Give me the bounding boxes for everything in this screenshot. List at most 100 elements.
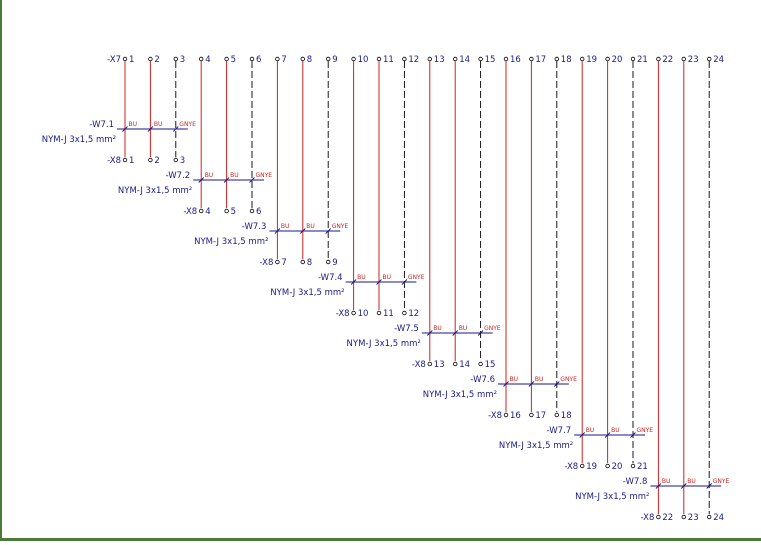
bottom-terminal-15 <box>478 361 483 367</box>
cable-core-tick <box>223 177 230 183</box>
bottom-strip-label: -X8 <box>336 309 350 319</box>
bottom-terminal-17 <box>529 412 534 418</box>
top-terminal-number: 16 <box>510 55 521 65</box>
top-terminal-number: 8 <box>307 55 312 65</box>
top-terminal-18 <box>554 56 559 62</box>
cable-W7-6: BU BU GNYE -W7.6 NYM-J 3x1,5 mm² -X8 16 17 18 <box>423 375 577 421</box>
bottom-terminal-5 <box>224 208 229 214</box>
core-label: BU <box>611 427 620 434</box>
cable-type: NYM-J 3x1,5 mm² <box>270 288 344 298</box>
top-terminal-23 <box>681 56 686 62</box>
bottom-terminal-number: 17 <box>535 411 546 421</box>
bottom-terminal-14 <box>453 361 458 367</box>
cable-name: -W7.8 <box>623 477 648 487</box>
bottom-terminal-number: 5 <box>231 207 236 217</box>
cable-core-tick <box>706 483 713 489</box>
top-terminal-number: 18 <box>561 55 572 65</box>
cable-core-tick <box>249 177 255 183</box>
cable-type: NYM-J 3x1,5 mm² <box>423 390 497 400</box>
bottom-terminal-20 <box>605 463 610 469</box>
cable-core-tick <box>452 330 459 336</box>
bottom-terminal-2 <box>148 157 153 163</box>
bottom-terminal-number: 8 <box>307 258 312 268</box>
top-terminal-1 <box>122 56 128 62</box>
core-label: GNYE <box>332 223 349 230</box>
cable-core-tick <box>299 228 306 234</box>
top-terminal-20 <box>605 56 610 62</box>
top-terminal-3 <box>173 56 178 62</box>
top-terminal-10 <box>351 56 356 62</box>
bottom-terminal-number: 21 <box>637 462 648 472</box>
bottom-terminal-number: 12 <box>408 309 419 319</box>
core-label: BU <box>281 223 290 230</box>
cable-name: -W7.6 <box>470 375 495 385</box>
frame-bottom-border <box>0 538 761 541</box>
bottom-terminal-18 <box>554 412 559 418</box>
cable-type: NYM-J 3x1,5 mm² <box>347 339 421 349</box>
bottom-terminal-number: 1 <box>129 156 134 166</box>
cable-name: -W7.7 <box>547 426 572 436</box>
bottom-strip-label: -X8 <box>260 258 274 268</box>
bottom-terminal-6 <box>249 208 255 214</box>
top-terminal-15 <box>478 56 483 62</box>
core-label: GNYE <box>560 376 577 383</box>
bottom-strip-label: -X8 <box>488 411 502 421</box>
bottom-terminal-19 <box>580 463 585 469</box>
top-terminal-12 <box>402 56 407 62</box>
top-terminal-number: 11 <box>383 55 394 65</box>
bottom-terminal-22 <box>656 514 661 520</box>
core-label: GNYE <box>713 478 730 485</box>
bottom-strip-label: -X8 <box>183 207 197 217</box>
bottom-terminal-number: 4 <box>205 207 210 217</box>
cable-core-tick <box>477 330 484 336</box>
top-terminal-number: 12 <box>408 55 419 65</box>
cable-core-tick <box>147 126 154 132</box>
top-terminal-number: 1 <box>129 55 134 65</box>
top-strip-label: -X7 <box>107 55 121 65</box>
bottom-terminal-number: 15 <box>485 360 496 370</box>
top-terminal-strip: -X7 1 2 3 4 5 6 7 8 9 10 11 12 13 14 15 16 17 18 19 20 21 22 23… <box>107 55 724 65</box>
core-label: BU <box>586 427 595 434</box>
top-terminal-14 <box>453 56 458 62</box>
top-terminal-number: 3 <box>180 55 185 65</box>
cable-name: -W7.2 <box>166 171 191 181</box>
cable-W7-8: BU BU GNYE -W7.8 NYM-J 3x1,5 mm² -X8 22 23 24 <box>575 477 729 523</box>
top-terminal-number: 9 <box>332 55 337 65</box>
cable-core-tick <box>401 279 408 285</box>
bottom-terminal-8 <box>300 259 305 265</box>
cable-W7-7: BU BU GNYE -W7.7 NYM-J 3x1,5 mm² -X8 19 20 21 <box>499 426 653 472</box>
cable-core-tick <box>655 483 662 489</box>
core-label: BU <box>154 121 163 128</box>
cable-core-tick <box>198 177 205 183</box>
bottom-terminal-number: 14 <box>459 360 470 370</box>
core-label: BU <box>433 325 442 332</box>
bottom-terminal-number: 7 <box>281 258 286 268</box>
top-terminal-number: 24 <box>713 55 724 65</box>
core-label: GNYE <box>179 121 196 128</box>
top-terminal-number: 6 <box>256 55 261 65</box>
core-label: GNYE <box>484 325 501 332</box>
top-terminal-24 <box>707 56 712 62</box>
bottom-terminal-3 <box>173 157 178 163</box>
cable-type: NYM-J 3x1,5 mm² <box>194 237 268 247</box>
top-terminal-number: 5 <box>231 55 236 65</box>
cable-W7-4: BU BU GNYE -W7.4 NYM-J 3x1,5 mm² -X8 10 11 12 <box>270 273 424 319</box>
core-label: BU <box>306 223 315 230</box>
top-terminal-9 <box>326 56 331 62</box>
bottom-terminal-1 <box>122 157 128 163</box>
cable-core-tick <box>172 126 179 132</box>
bottom-terminal-number: 2 <box>154 156 159 166</box>
top-terminal-number: 10 <box>358 55 369 65</box>
top-terminal-11 <box>376 56 382 62</box>
bottom-terminal-number: 22 <box>662 513 673 523</box>
top-terminal-number: 2 <box>154 55 159 65</box>
cable-core-tick <box>376 279 382 285</box>
top-terminal-number: 23 <box>688 55 699 65</box>
top-terminal-22 <box>656 56 661 62</box>
top-terminal-16 <box>503 56 509 62</box>
bottom-terminal-9 <box>326 259 331 265</box>
bottom-terminal-4 <box>198 208 204 214</box>
top-terminal-8 <box>300 56 305 62</box>
core-label: BU <box>535 376 544 383</box>
